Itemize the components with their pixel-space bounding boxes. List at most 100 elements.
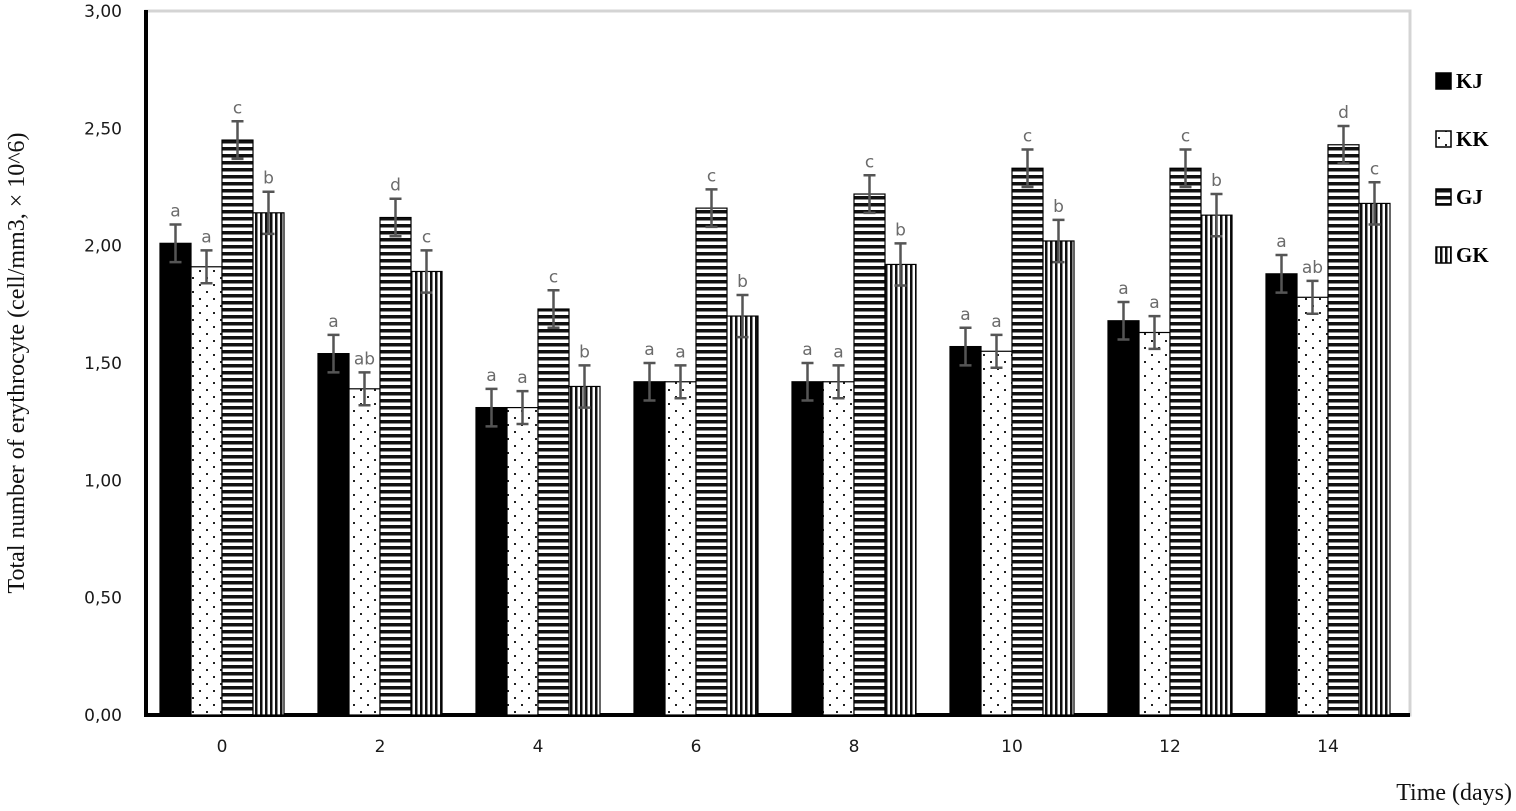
significance-label: a [1276,232,1286,252]
error-bar [1306,279,1319,315]
legend-label-kj: KJ [1456,69,1483,93]
bar-gk [726,315,759,716]
bar-kk [1296,296,1329,716]
error-bar [705,188,718,229]
significance-label: a [1118,279,1128,299]
bar-gk [884,263,917,716]
x-tick-label: 10 [1001,737,1023,757]
significance-label: a [517,368,527,388]
error-bar [231,120,244,161]
bar-kj [633,381,666,716]
error-bar [547,289,560,330]
y-tick-label: 0,50 [84,589,122,609]
significance-label: d [1338,103,1349,123]
legend-label-gk: GK [1456,243,1489,267]
legend-label-gj: GJ [1456,185,1483,209]
significance-label: b [737,272,748,292]
error-bar [1117,300,1130,341]
error-bar [1148,314,1161,351]
legend-swatch-kj [1435,72,1452,90]
error-bar [959,326,972,367]
error-bar [516,389,529,426]
y-tick-label: 3,00 [84,2,122,22]
significance-label: b [579,342,590,362]
significance-label: a [170,202,180,222]
error-bar [420,249,433,294]
x-tick-label: 14 [1317,737,1339,757]
significance-label: a [675,342,685,362]
significance-label: a [960,305,970,325]
bar-kk [348,388,381,716]
significance-label: d [390,176,401,196]
significance-label: a [991,312,1001,332]
significance-label: c [233,98,242,118]
significance-label: c [865,152,874,172]
y-tick-label: 2,00 [84,237,122,257]
error-bar [1210,192,1223,238]
legend-swatch-gj [1435,188,1452,206]
error-bar [169,223,182,264]
y-tick-label: 1,00 [84,471,122,491]
significance-label: ab [1302,258,1323,278]
error-bar [389,197,402,238]
bar-gk [1358,202,1391,716]
bar-kj [159,242,192,716]
significance-label: b [263,169,274,189]
significance-label: a [486,366,496,386]
error-bar [327,333,340,374]
bar-gk [568,385,601,716]
bar-gk [1042,240,1075,716]
x-tick-label: 2 [375,737,386,757]
significance-label: c [549,267,558,287]
bar-kj [949,345,982,716]
bar-kj [791,381,824,716]
bar-gk [1200,214,1233,716]
bar-kk [1138,331,1171,716]
significance-label: ab [354,349,375,369]
bar-gk [410,270,443,716]
y-tick-label: 2,50 [84,119,122,139]
x-tick-label: 12 [1159,737,1181,757]
significance-label: c [422,227,431,247]
bar-gj [537,308,570,716]
bar-kj [1265,273,1298,716]
error-bar [990,333,1003,369]
error-bar [863,174,876,215]
y-tick-label: 0,00 [84,706,122,726]
bar-kk [822,381,855,716]
significance-label: c [1023,126,1032,146]
bar-gj [379,216,412,716]
x-tick-labels: 0 2 4 6 8 10 12 14 [217,737,1339,757]
bar-kj [317,353,350,716]
x-tick-label: 4 [533,737,544,757]
significance-label: b [1053,197,1064,217]
y-tick-labels: 0,00 0,50 1,00 1,50 2,00 2,50 3,00 [84,2,122,726]
bar-kk [190,266,223,716]
error-bar [262,190,275,236]
bar-gj [1169,167,1202,716]
significance-label: c [1181,126,1190,146]
error-bar [1368,181,1381,226]
error-bar [1021,148,1034,189]
error-bar [1337,124,1350,165]
error-bar [358,371,371,407]
bar-kk [980,350,1013,716]
legend-swatch-kk [1435,130,1452,148]
legend-swatch-gk [1435,246,1452,264]
significance-label: a [802,340,812,360]
bar-kk [506,406,539,716]
bar-gj [853,193,886,716]
significance-label: a [328,312,338,332]
significance-label: a [833,342,843,362]
x-axis-label: Time (days) [1396,780,1512,806]
error-bar [643,361,656,402]
bar-gj [695,207,728,716]
bar-kj [1107,320,1140,716]
error-bar [832,364,845,400]
bar-kj [475,406,508,716]
significance-label: b [1211,171,1222,191]
error-bar [1275,253,1288,294]
error-bar [1179,148,1192,189]
